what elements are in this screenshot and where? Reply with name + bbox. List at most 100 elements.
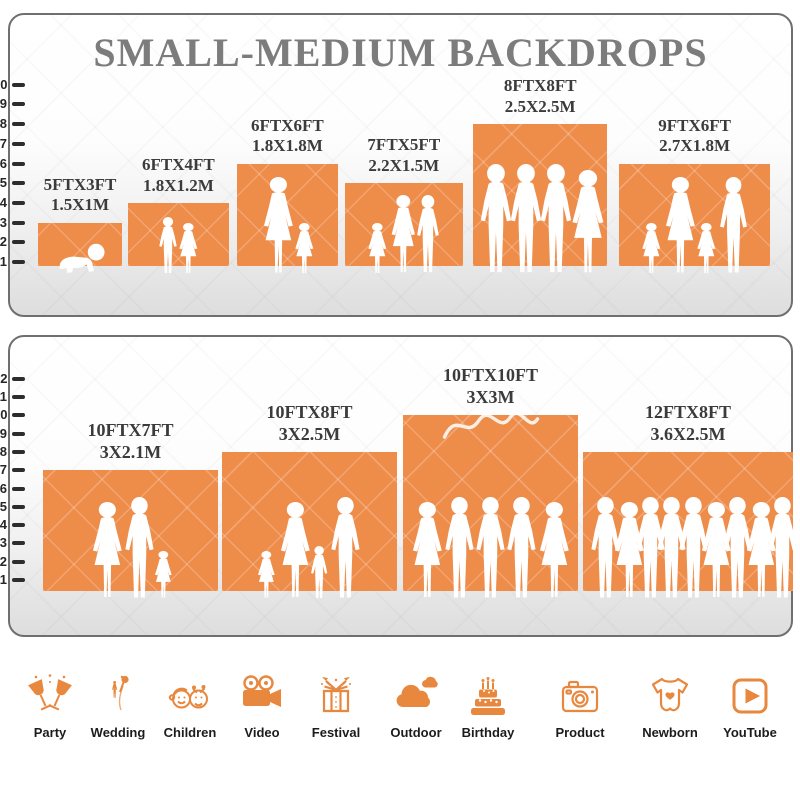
category-label: Children — [163, 725, 217, 740]
ruler-number: 4 — [0, 194, 7, 210]
backdrop-bar-10ftx8ft — [222, 451, 397, 591]
ruler-tick — [12, 141, 25, 146]
ruler-tick — [12, 486, 25, 491]
ruler-tick — [12, 523, 25, 528]
page-title: SMALL-MEDIUM BACKDROPS — [93, 30, 708, 75]
ruler-tick — [12, 449, 25, 454]
ruler-tick — [12, 181, 25, 186]
category-video: Video — [214, 664, 310, 740]
ruler-number: 3 — [0, 535, 7, 551]
ruler-number: 1 — [0, 572, 7, 587]
category-birthday: Birthday — [440, 664, 536, 740]
ruler-number: 5 — [0, 175, 7, 191]
video-icon — [238, 664, 286, 720]
backdrop-size-label: 12FTX8FT 3.6X2.5M — [645, 402, 731, 446]
ruler-number: 6 — [0, 480, 7, 496]
ruler-tick — [12, 395, 25, 399]
size-ft-text: 10FTX7FT — [87, 420, 174, 441]
category-label: YouTube — [723, 725, 777, 740]
ruler-number: 4 — [0, 517, 7, 533]
ruler-number: 9 — [0, 96, 7, 112]
backdrop-size-label: 10FTX7FT 3X2.1M — [87, 420, 173, 464]
backdrop-size-label: 8FTX8FT 2.5X2.5M — [504, 76, 577, 117]
category-product: Product — [532, 664, 628, 740]
category-youtube: YouTube — [702, 664, 798, 740]
backdrop-size-label: 10FTX8FT 3X2.5M — [266, 402, 352, 446]
size-ft-text: 8FTX8FT — [503, 76, 577, 96]
ruler-tick — [12, 413, 25, 418]
ruler-number: 8 — [0, 116, 7, 132]
size-ft-text: 10FTX10FT — [442, 365, 539, 386]
category-label: Party — [33, 725, 67, 740]
size-m-text: 3X2.1M — [99, 442, 162, 463]
festival-icon — [312, 664, 360, 720]
ruler-tick — [12, 200, 25, 205]
backdrop-bar-9ftx6ft — [619, 163, 770, 266]
ruler-number: 3 — [0, 214, 7, 230]
backdrop-size-label: 5FTX3FT 1.5X1M — [44, 175, 117, 216]
category-children: Children — [142, 664, 238, 740]
newborn-icon — [646, 664, 694, 720]
category-outdoor: Outdoor — [368, 664, 464, 740]
backdrop-size-label: 6FTX4FT 1.8X1.2M — [142, 155, 215, 196]
ruler-tick — [12, 468, 25, 473]
category-label: Product — [555, 725, 605, 740]
ruler-tick — [12, 161, 25, 166]
birthday-icon — [464, 664, 512, 720]
size-ft-text: 12FTX8FT — [644, 401, 732, 422]
backdrop-size-label: 9FTX6FT 2.7X1.8M — [658, 116, 731, 157]
category-label: Birthday — [461, 725, 515, 740]
size-ft-text: 9FTX6FT — [658, 115, 731, 135]
backdrop-size-label: 6FTX6FT 1.8X1.8M — [251, 116, 324, 157]
children-icon — [166, 664, 214, 720]
size-m-text: 1.8X1.2M — [142, 175, 214, 195]
category-label: Wedding — [90, 725, 146, 740]
ruler-number: 7 — [0, 135, 7, 151]
size-m-text: 3X3M — [466, 387, 515, 408]
category-newborn: Newborn — [622, 664, 718, 740]
size-m-text: 2.2X1.5M — [368, 155, 440, 175]
ruler-tick — [12, 260, 25, 264]
ruler-number: 10 — [0, 76, 8, 92]
ruler-number: 12 — [0, 370, 8, 386]
ruler-tick — [12, 82, 25, 87]
ruler-number: 10 — [0, 407, 8, 423]
ruler-tick — [12, 102, 25, 107]
category-label: Video — [244, 725, 280, 740]
ruler-tick — [12, 122, 25, 127]
ruler-tick — [12, 220, 25, 225]
ruler-number: 1 — [0, 254, 7, 269]
backdrop-bar-6ftx4ft — [128, 202, 229, 266]
small-medium-panel: SMALL-MEDIUM BACKDROPS 1 2 3 4 5 6 7 8 9 10 5FTX3F… — [0, 13, 793, 317]
category-label: Festival — [311, 725, 361, 740]
size-m-text: 2.5X2.5M — [504, 96, 576, 116]
backdrop-size-label: 10FTX10FT 3X3M — [443, 365, 538, 409]
size-ft-text: 5FTX3FT — [43, 174, 117, 194]
category-label: Newborn — [642, 725, 698, 740]
ruler-tick — [12, 431, 25, 436]
ruler-tick — [12, 559, 25, 564]
category-party: Party — [2, 664, 98, 740]
size-ft-text: 6FTX4FT — [142, 154, 215, 174]
category-label: Outdoor — [390, 725, 442, 740]
ruler-number: 8 — [0, 443, 7, 459]
size-m-text: 3.6X2.5M — [650, 423, 726, 444]
ruler-number: 6 — [0, 155, 7, 171]
wedding-icon — [94, 664, 142, 720]
backdrop-size-label: 7FTX5FT 2.2X1.5M — [367, 135, 440, 176]
size-m-text: 1.5X1M — [50, 195, 110, 215]
ruler-number: 7 — [0, 462, 7, 478]
ruler-tick — [12, 376, 25, 381]
size-ft-text: 10FTX8FT — [266, 401, 353, 422]
ruler-number: 11 — [0, 389, 7, 404]
product-icon — [556, 664, 604, 720]
category-festival: Festival — [288, 664, 384, 740]
ruler-number: 9 — [0, 425, 7, 441]
youtube-icon — [726, 664, 774, 720]
ruler-number: 2 — [0, 553, 7, 569]
outdoor-icon — [392, 664, 440, 720]
size-m-text: 3X2.5M — [278, 423, 341, 444]
ruler-number: 5 — [0, 498, 7, 514]
white-script-decoration-icon — [442, 411, 540, 439]
